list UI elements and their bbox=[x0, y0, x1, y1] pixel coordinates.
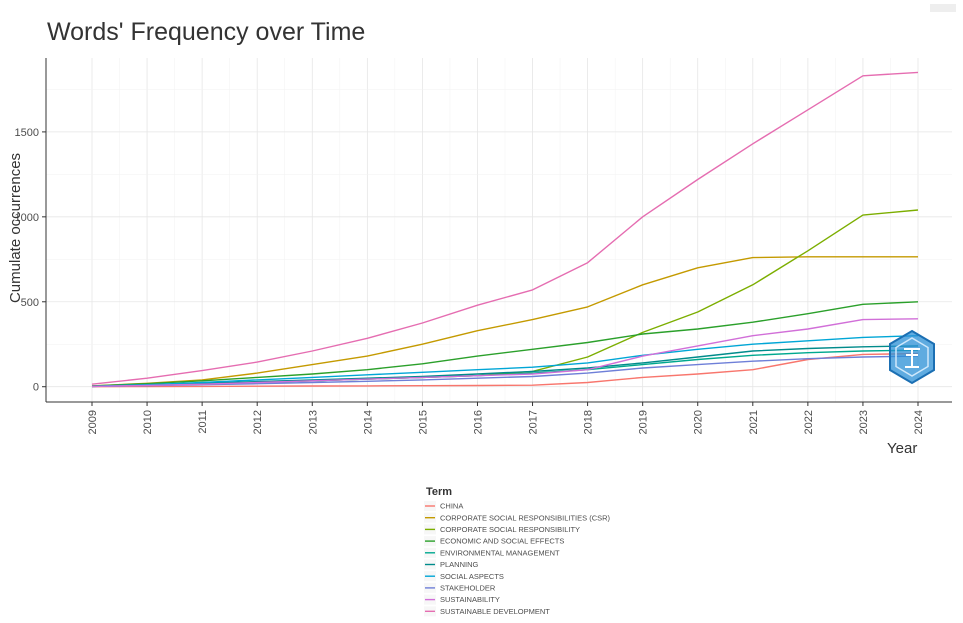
legend-label: CORPORATE SOCIAL RESPONSIBILITY bbox=[440, 525, 580, 534]
x-tick-label: 2024 bbox=[913, 410, 925, 434]
y-tick-label: 1500 bbox=[15, 127, 39, 139]
x-tick-label: 2015 bbox=[417, 410, 429, 434]
x-tick-label: 2022 bbox=[803, 410, 815, 434]
series-line-stakeholder bbox=[91, 355, 919, 388]
legend-label: SUSTAINABILITY bbox=[440, 595, 500, 604]
watermark-logo bbox=[889, 329, 935, 385]
x-tick-label: 2011 bbox=[197, 410, 209, 434]
y-ticks: 0 500 1000 1500 bbox=[15, 127, 46, 394]
x-ticks: 2009 2010 2011 2012 2013 2014 2015 2016 2017 2018… bbox=[87, 402, 925, 434]
legend-label: CHINA bbox=[440, 502, 463, 511]
series-line-sustainable-development bbox=[91, 71, 919, 385]
x-tick-label: 2021 bbox=[748, 410, 760, 434]
x-tick-label: 2019 bbox=[638, 410, 650, 434]
legend-label: CORPORATE SOCIAL RESPONSIBILITIES (CSR) bbox=[440, 513, 611, 522]
legend-title: Term bbox=[426, 486, 452, 498]
axes bbox=[45, 58, 952, 403]
y-tick-label: 500 bbox=[21, 297, 39, 309]
legend-label: STAKEHOLDER bbox=[440, 584, 496, 593]
series-line-china bbox=[91, 352, 919, 388]
y-tick-label: 0 bbox=[33, 382, 39, 394]
x-tick-label: 2009 bbox=[87, 410, 99, 434]
series-line-economic-and-social-effects bbox=[91, 301, 919, 387]
legend-label: ENVIRONMENTAL MANAGEMENT bbox=[440, 548, 560, 557]
x-tick-label: 2013 bbox=[307, 410, 319, 434]
x-axis-title: Year bbox=[887, 440, 917, 457]
legend: CHINA CORPORATE SOCIAL RESPONSIBILITIES (… bbox=[424, 501, 611, 617]
x-tick-label: 2020 bbox=[693, 410, 705, 434]
x-tick-label: 2023 bbox=[858, 410, 870, 434]
legend-label: ECONOMIC AND SOCIAL EFFECTS bbox=[440, 537, 564, 546]
x-tick-label: 2010 bbox=[142, 410, 154, 434]
series-line-corporate-social-responsibilities-csr bbox=[91, 256, 918, 387]
x-tick-label: 2012 bbox=[252, 410, 264, 434]
grid bbox=[46, 58, 952, 402]
series-line-sustainability bbox=[91, 318, 919, 388]
x-tick-label: 2014 bbox=[362, 410, 374, 434]
x-tick-label: 2018 bbox=[583, 410, 595, 434]
y-tick-label: 1000 bbox=[15, 212, 39, 224]
series-line-social-aspects bbox=[91, 335, 919, 387]
top-right-chip bbox=[930, 4, 956, 12]
series-line-planning bbox=[91, 345, 919, 388]
series-lines bbox=[91, 71, 919, 388]
y-axis-title: Cumulate occurrences bbox=[7, 153, 24, 303]
plot-panel bbox=[46, 58, 952, 402]
chart-title: Words' Frequency over Time bbox=[47, 18, 365, 46]
x-tick-label: 2017 bbox=[528, 410, 540, 434]
x-tick-label: 2016 bbox=[472, 410, 484, 434]
legend-label: PLANNING bbox=[440, 560, 479, 569]
legend-label: SUSTAINABLE DEVELOPMENT bbox=[440, 607, 550, 616]
legend-label: SOCIAL ASPECTS bbox=[440, 572, 504, 581]
